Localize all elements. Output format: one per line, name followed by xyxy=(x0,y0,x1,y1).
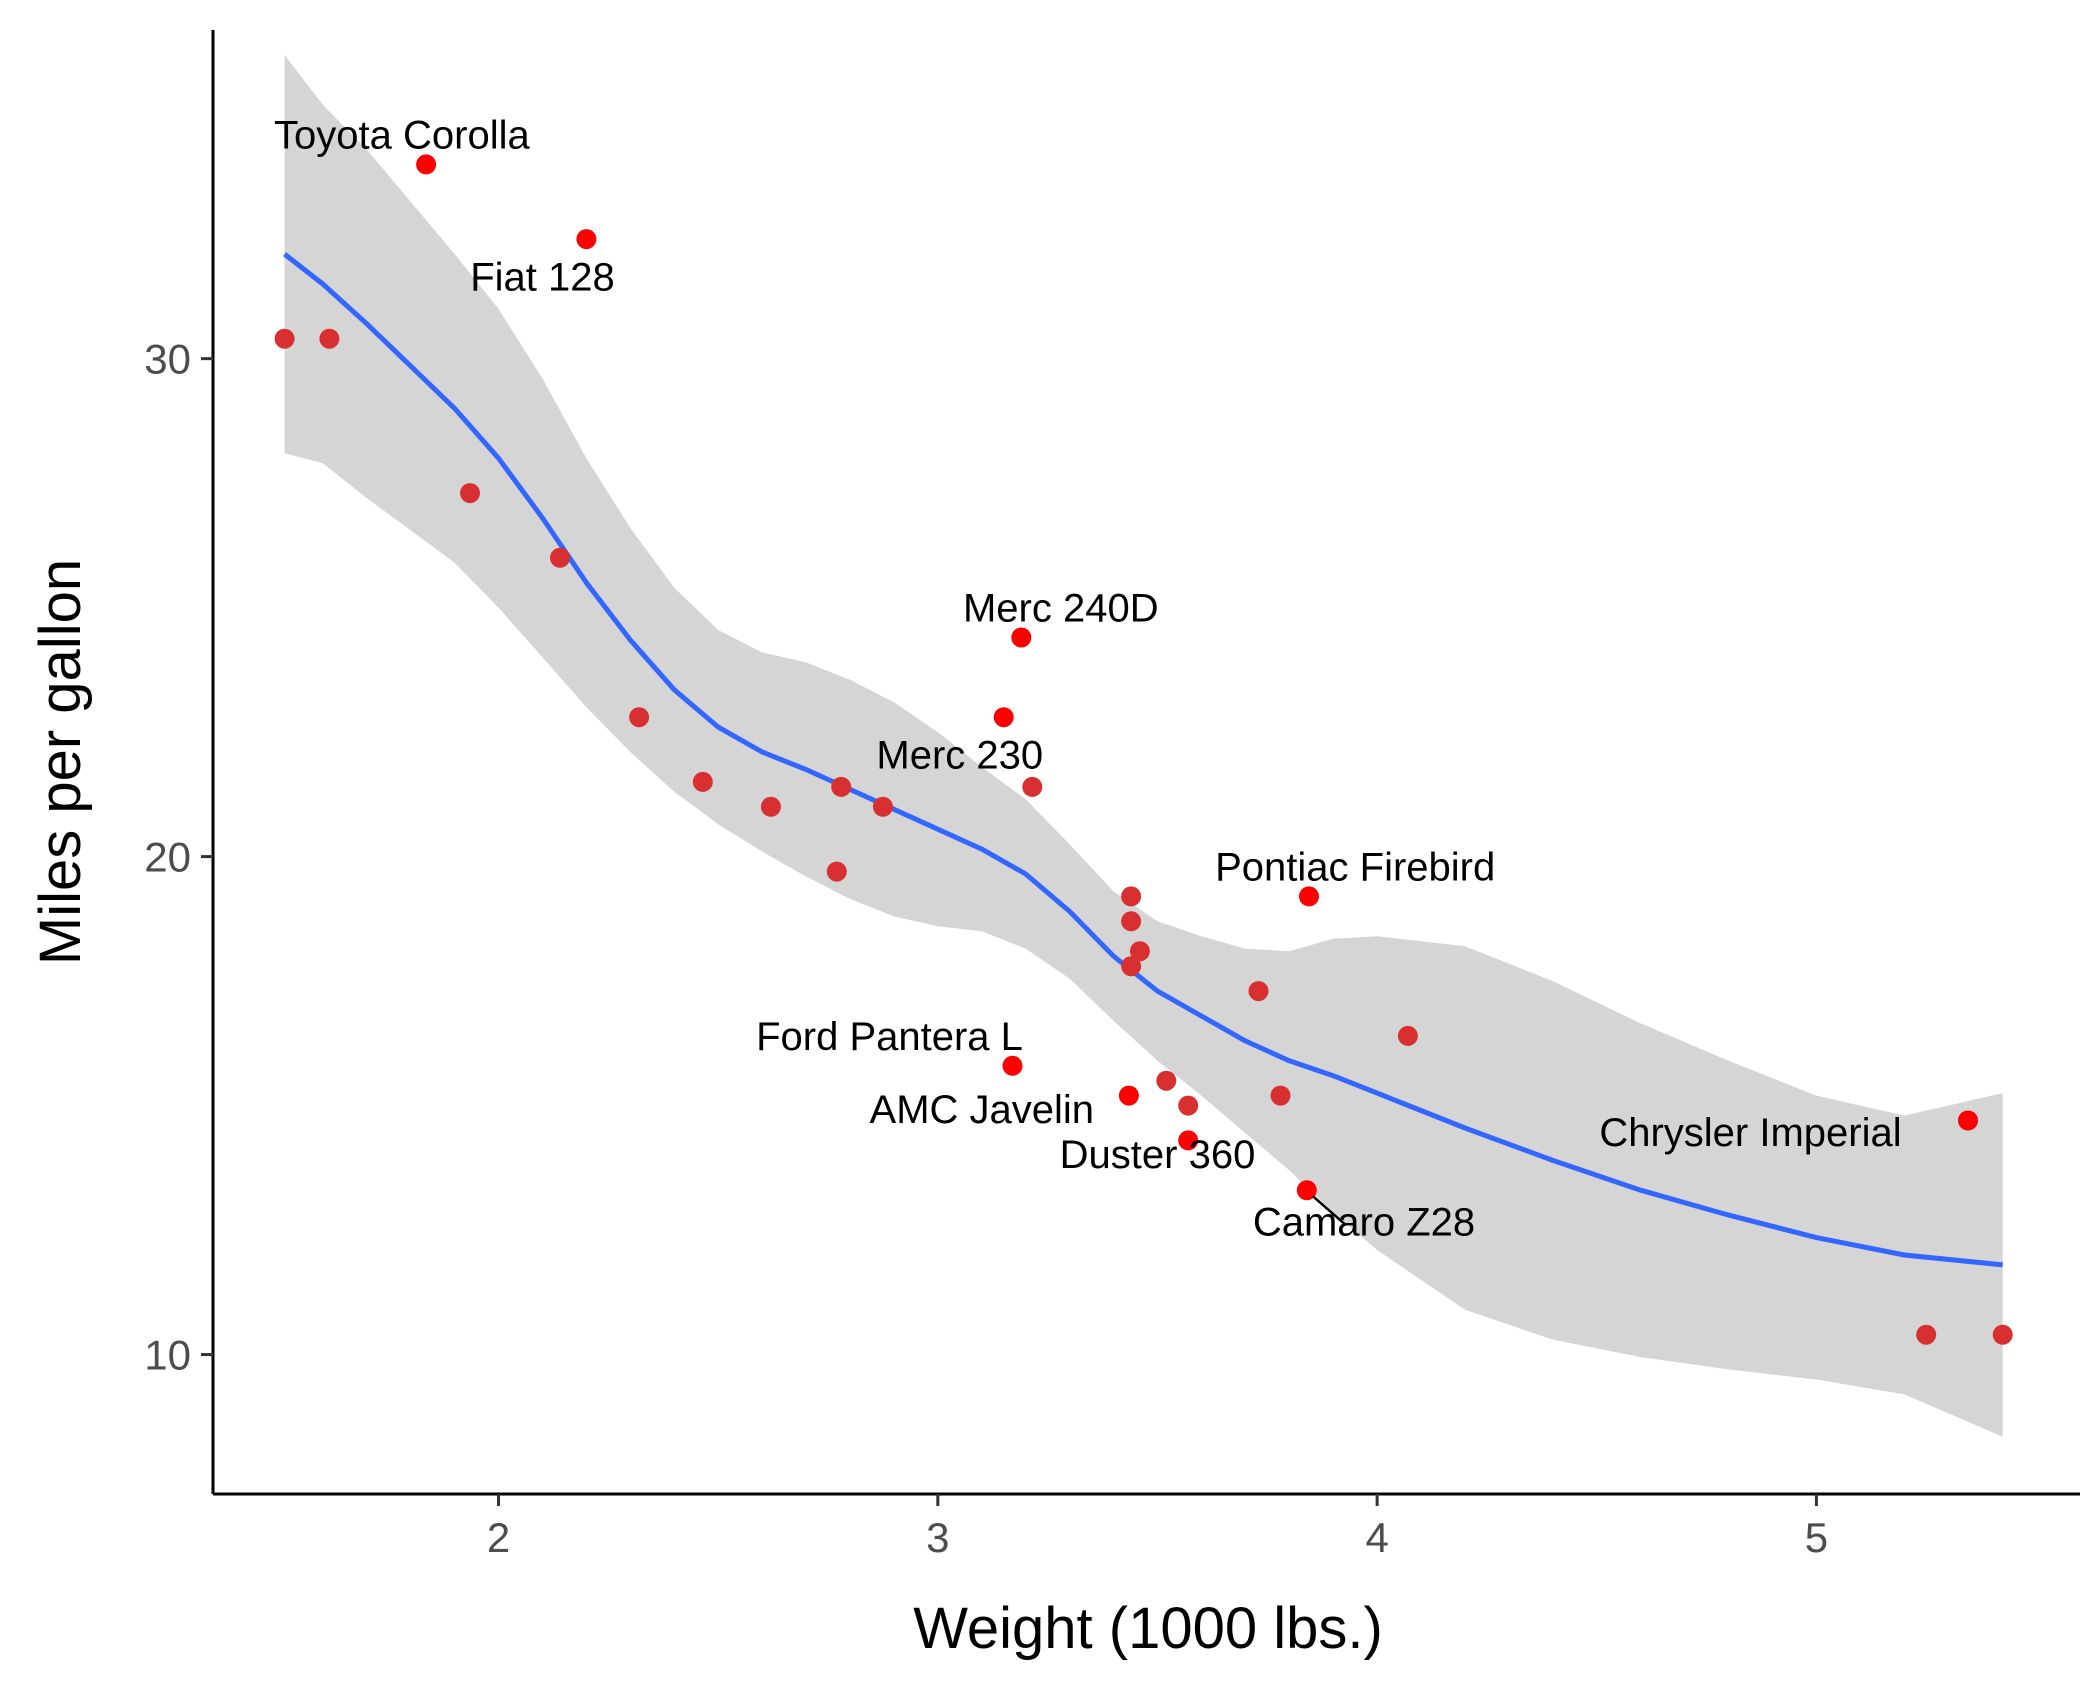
label-leader-line xyxy=(1312,1195,1346,1226)
data-point xyxy=(1022,776,1043,797)
y-tick-label: 20 xyxy=(144,834,191,881)
data-point xyxy=(1121,911,1142,932)
data-point xyxy=(831,776,852,797)
point-label: Toyota Corolla xyxy=(274,114,530,158)
data-point xyxy=(319,328,340,349)
data-point xyxy=(1121,886,1142,907)
data-point xyxy=(1129,941,1150,962)
data-point xyxy=(416,154,437,175)
x-axis-title: Weight (1000 lbs.) xyxy=(913,1596,1383,1661)
x-tick-label: 3 xyxy=(926,1514,949,1561)
point-label: Chrysler Imperial xyxy=(1599,1111,1901,1155)
data-point xyxy=(1397,1025,1418,1046)
data-point xyxy=(1296,1180,1317,1201)
point-label: Camaro Z28 xyxy=(1253,1201,1475,1245)
confidence-band xyxy=(284,54,2003,1437)
y-axis-title: Miles per gallon xyxy=(28,559,93,965)
x-tick-label: 2 xyxy=(487,1514,510,1561)
point-label: Ford Pantera L xyxy=(756,1015,1023,1059)
point-label: Duster 360 xyxy=(1060,1133,1256,1177)
data-point xyxy=(629,707,650,728)
point-label: Merc 230 xyxy=(876,734,1043,778)
data-point xyxy=(760,796,781,817)
data-point xyxy=(1011,627,1032,648)
data-point xyxy=(993,707,1014,728)
x-tick-label: 5 xyxy=(1805,1514,1828,1561)
data-point xyxy=(1002,1055,1023,1076)
point-labels-layer: Toyota Corolla Fiat 128 Merc 240D Merc 230 P… xyxy=(274,114,1902,1245)
smooth-line xyxy=(283,252,2003,1268)
data-point xyxy=(1156,1070,1177,1091)
data-point xyxy=(1118,1085,1139,1106)
y-tick-label: 10 xyxy=(144,1332,191,1379)
data-point xyxy=(1178,1130,1199,1151)
point-label: Pontiac Firebird xyxy=(1215,846,1495,890)
points-layer xyxy=(274,154,2013,1345)
point-label: Merc 240D xyxy=(963,587,1159,631)
point-label: Fiat 128 xyxy=(470,256,615,300)
y-tick-label: 30 xyxy=(144,336,191,383)
data-point xyxy=(1248,981,1269,1002)
data-point xyxy=(1992,1324,2013,1345)
data-point xyxy=(1958,1110,1978,1131)
x-tick-label: 4 xyxy=(1365,1514,1388,1561)
data-point xyxy=(1121,956,1142,977)
ticks-layer: 2 3 4 5 10 20 30 xyxy=(144,336,1828,1561)
data-point xyxy=(1270,1085,1291,1106)
data-point xyxy=(274,328,295,349)
data-point xyxy=(872,796,893,817)
confidence-band-layer xyxy=(284,54,2003,1437)
data-point xyxy=(1916,1324,1937,1345)
point-label: AMC Javelin xyxy=(870,1088,1095,1132)
data-point xyxy=(1178,1095,1199,1116)
data-point xyxy=(460,483,480,504)
data-point xyxy=(1299,886,1319,907)
data-point xyxy=(826,861,847,882)
smooth-line-layer xyxy=(283,252,2003,1268)
data-point xyxy=(576,229,597,250)
data-point xyxy=(550,547,570,568)
data-point xyxy=(692,771,713,792)
axes-layer xyxy=(211,30,2080,1496)
